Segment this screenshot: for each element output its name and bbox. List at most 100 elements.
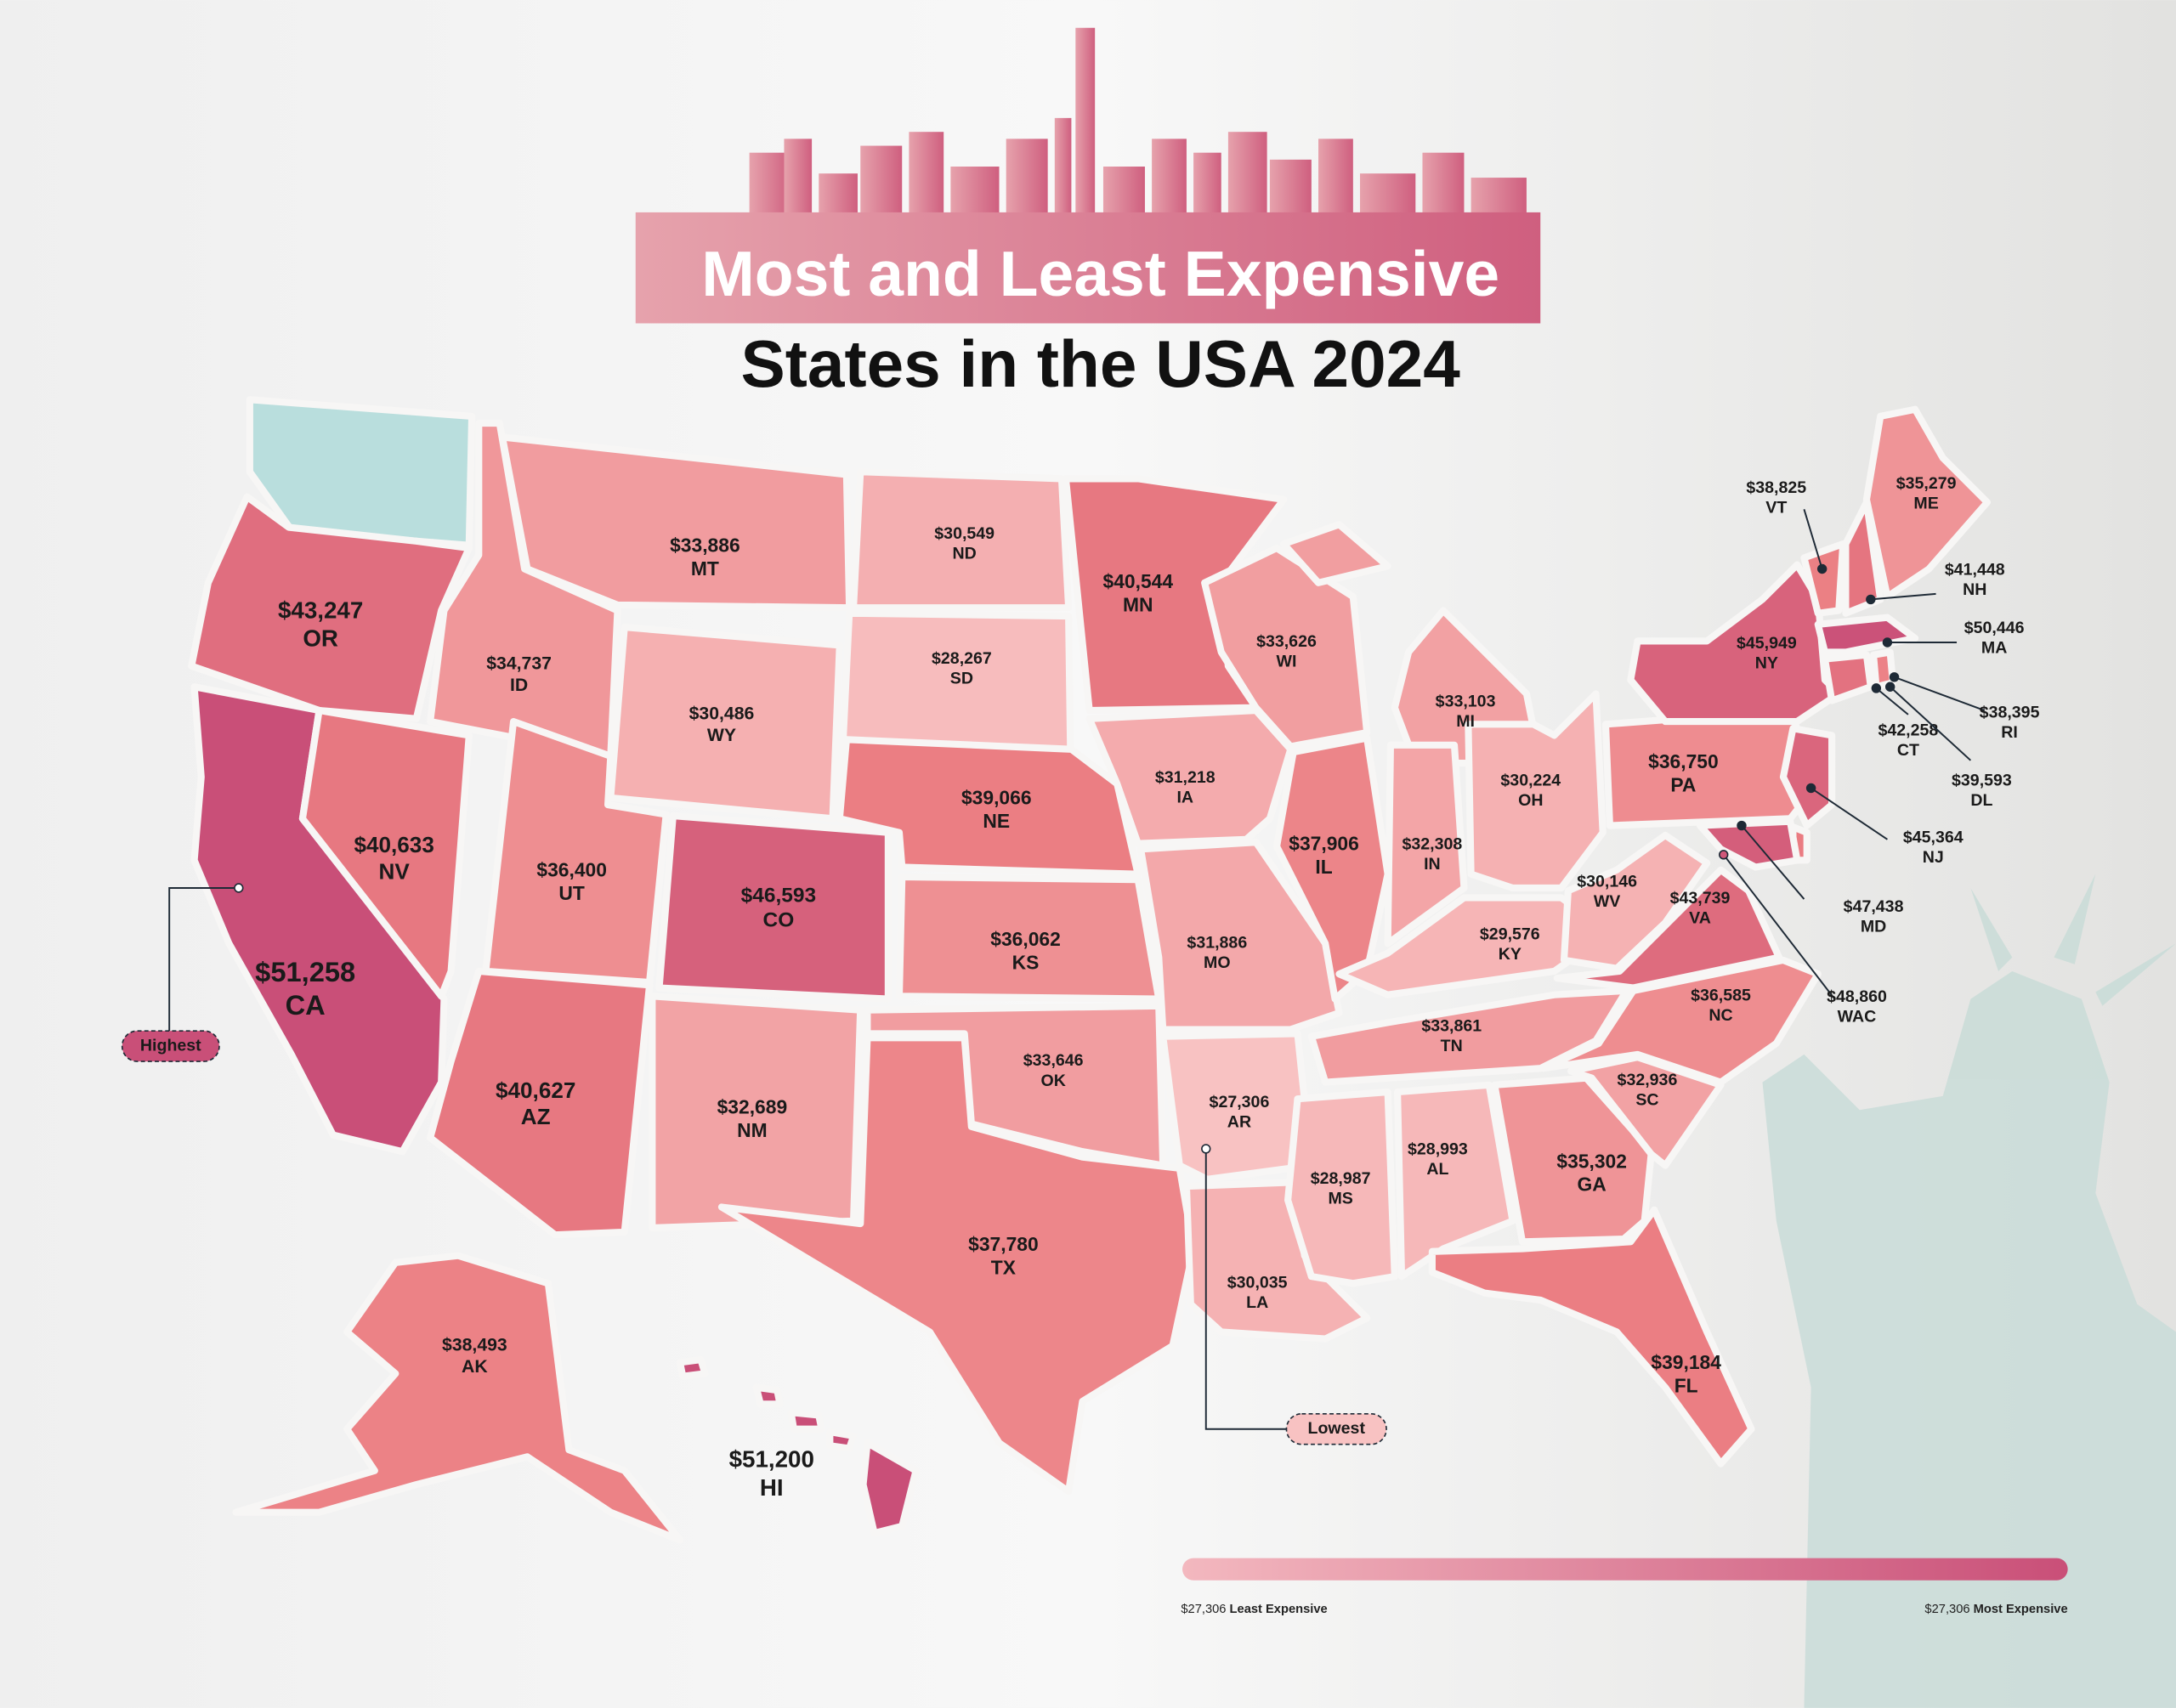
state-abbr: WY	[707, 726, 736, 745]
title-line2: States in the USA 2024	[741, 326, 1461, 401]
states	[188, 405, 1992, 1544]
state-value: $36,750	[1648, 750, 1719, 772]
state-shape	[1284, 1088, 1398, 1287]
state-value: $28,267	[932, 649, 992, 668]
leader-line	[1741, 824, 1805, 900]
leader-dot	[1737, 820, 1747, 831]
state-value: $27,306	[1210, 1093, 1270, 1111]
legend-min-value: $27,306	[1181, 1603, 1226, 1616]
state-value: $40,544	[1102, 570, 1173, 592]
callout-line	[168, 887, 239, 1032]
leader-line	[1870, 592, 1936, 601]
state-shape	[298, 706, 473, 1000]
state-value: $45,949	[1737, 634, 1797, 653]
state-abbr: NY	[1755, 653, 1778, 672]
state-shape	[836, 736, 1142, 878]
state-value: $30,486	[689, 704, 755, 724]
leader-line	[1810, 787, 1888, 840]
state-abbr: MD	[1861, 918, 1886, 936]
state-shape	[1870, 648, 1897, 691]
leader-dot	[1889, 672, 1900, 682]
state-value: $40,633	[354, 832, 434, 857]
state-abbr: CA	[286, 989, 326, 1021]
state-shape	[864, 1002, 1167, 1169]
state-abbr: KY	[1499, 945, 1522, 964]
leader-dot	[1866, 594, 1876, 605]
state-shape	[1779, 725, 1836, 829]
state-shape	[1159, 1030, 1315, 1183]
state-abbr: MA	[1981, 638, 2007, 657]
state-abbr: OK	[1040, 1072, 1065, 1090]
state-value: $47,438	[1844, 897, 1904, 916]
state-value: $36,062	[990, 928, 1061, 950]
state-value: $35,302	[1556, 1150, 1627, 1172]
state-shape	[752, 1383, 784, 1408]
state-abbr: NE	[983, 810, 1010, 832]
leader-dot	[1805, 783, 1816, 794]
state-abbr: GA	[1578, 1174, 1606, 1196]
state-abbr: MN	[1123, 593, 1153, 615]
state-value: $32,689	[717, 1096, 788, 1118]
callout-dot	[234, 883, 244, 893]
state-shape	[1800, 540, 1847, 617]
state-abbr: ND	[953, 544, 977, 563]
state-value: $43,739	[1670, 889, 1731, 908]
leader-dot	[1884, 682, 1896, 692]
state-abbr: AR	[1227, 1113, 1251, 1132]
state-value: $33,861	[1421, 1016, 1482, 1035]
state-abbr: LA	[1246, 1293, 1268, 1312]
leader-line	[1722, 854, 1836, 1000]
state-shape	[1280, 521, 1391, 586]
state-value: $33,646	[1023, 1051, 1084, 1070]
state-value: $38,825	[1746, 478, 1806, 497]
state-abbr: TX	[991, 1257, 1017, 1279]
state-abbr: RI	[2001, 723, 2018, 742]
state-abbr: OR	[303, 625, 338, 652]
state-abbr: FL	[1674, 1374, 1698, 1396]
state-shape	[850, 468, 1073, 612]
legend-bar	[1182, 1558, 2068, 1581]
state-abbr: NM	[737, 1119, 768, 1141]
state-shape	[1272, 734, 1391, 1003]
state-value: $32,936	[1618, 1071, 1678, 1089]
callout-badge	[1285, 1412, 1387, 1445]
state-abbr: MI	[1456, 712, 1475, 731]
state-value: $33,626	[1256, 632, 1317, 651]
state-abbr: AZ	[521, 1104, 551, 1129]
state-abbr: VT	[1765, 498, 1787, 517]
state-abbr: NV	[379, 858, 411, 884]
state-value: $50,446	[1964, 619, 2025, 637]
state-value: $30,035	[1227, 1273, 1288, 1292]
state-shape	[1553, 866, 1783, 992]
state-shape	[427, 967, 654, 1239]
state-shape	[1201, 544, 1371, 750]
skyline	[635, 27, 1541, 324]
state-abbr: UT	[558, 882, 584, 904]
state-shape	[655, 812, 892, 1003]
state-abbr: NC	[1708, 1006, 1732, 1025]
state-value: $46,593	[741, 884, 816, 907]
state-value: $38,493	[442, 1335, 507, 1355]
state-value: $40,627	[496, 1077, 575, 1103]
state-value: $41,448	[1945, 560, 2005, 579]
state-abbr: IN	[1424, 855, 1441, 874]
state-value: $38,395	[1980, 703, 2040, 721]
state-abbr: CT	[1897, 741, 1919, 760]
state-value: $33,886	[670, 534, 740, 556]
state-shape	[1821, 651, 1874, 704]
state-value: $28,987	[1311, 1169, 1371, 1188]
state-value: $30,549	[934, 524, 994, 543]
state-value: $31,218	[1155, 768, 1216, 787]
state-value: $31,886	[1187, 933, 1247, 952]
state-abbr: WAC	[1838, 1008, 1877, 1026]
state-dot	[1719, 850, 1729, 860]
title-line1: Most and Least Expensive	[701, 238, 1499, 309]
state-abbr: MO	[1204, 953, 1231, 972]
state-value: $45,364	[1903, 828, 1964, 846]
state-shape	[1465, 690, 1606, 892]
state-shape	[1307, 987, 1630, 1086]
state-value: $34,737	[486, 654, 552, 674]
state-abbr: WI	[1277, 653, 1297, 671]
